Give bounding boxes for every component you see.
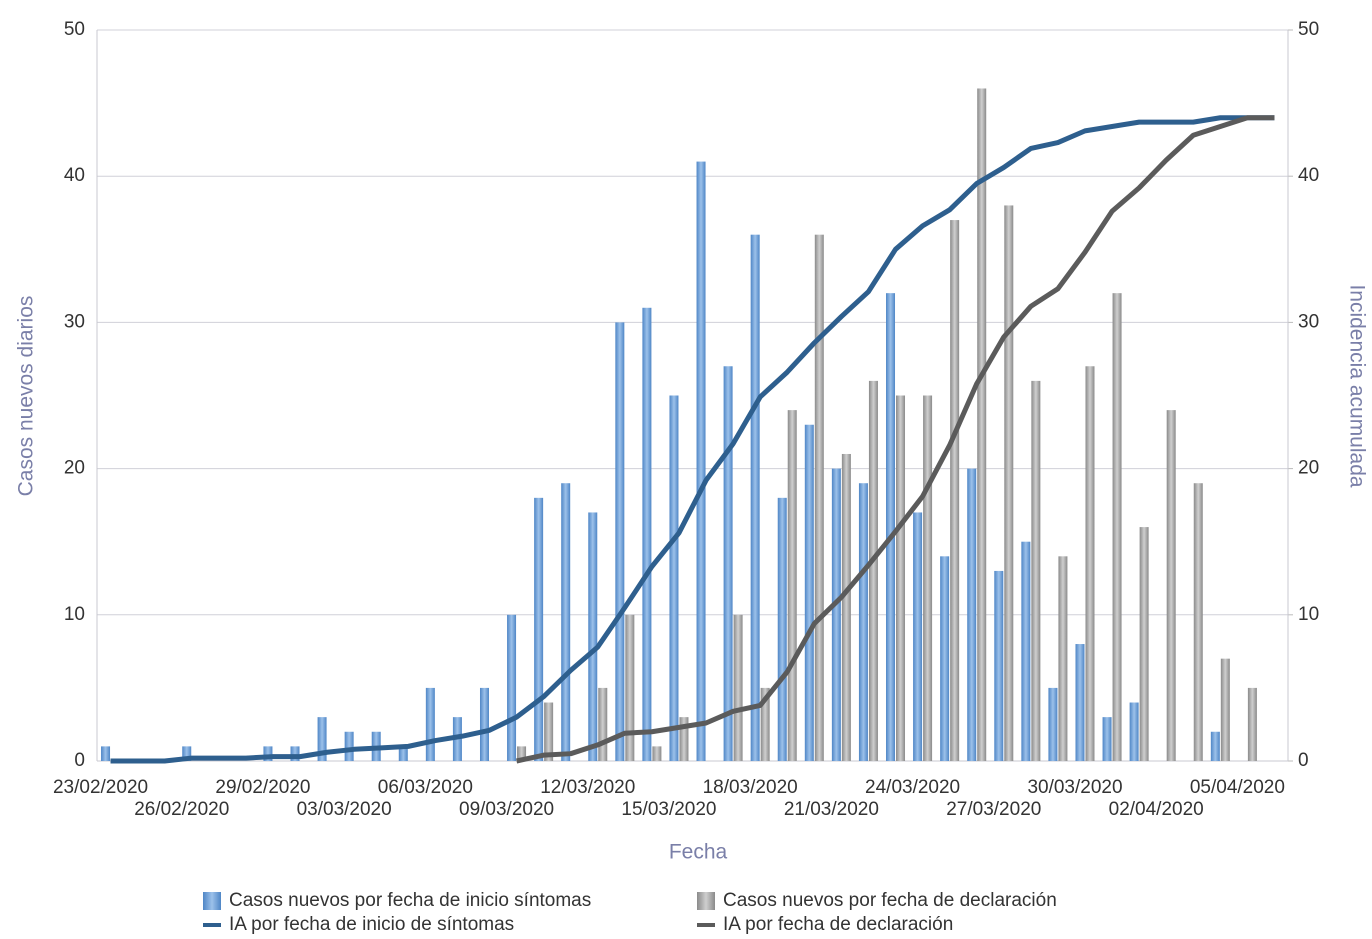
bar bbox=[841, 453, 851, 761]
bar bbox=[1004, 205, 1014, 761]
bar bbox=[1112, 293, 1122, 761]
line bbox=[516, 115, 1275, 764]
bar bbox=[868, 380, 878, 761]
bar bbox=[760, 687, 770, 761]
bar bbox=[1210, 731, 1220, 761]
bar bbox=[967, 468, 977, 761]
bar bbox=[642, 307, 652, 761]
x-axis-title: Fecha bbox=[669, 841, 728, 864]
bar bbox=[994, 570, 1004, 761]
bar bbox=[1075, 644, 1085, 761]
bar bbox=[1102, 717, 1112, 761]
bar bbox=[1129, 702, 1139, 761]
x-tick-label: 29/02/2020 bbox=[215, 777, 310, 798]
bar bbox=[669, 395, 679, 761]
x-tick-label: 15/03/2020 bbox=[621, 799, 716, 820]
x-tick-label: 18/03/2020 bbox=[703, 777, 798, 798]
legend-swatch bbox=[203, 892, 221, 910]
y2-axis-title: Incidencia acumulada bbox=[1345, 284, 1368, 487]
bar bbox=[787, 410, 797, 761]
bar bbox=[1139, 527, 1149, 761]
bar bbox=[425, 687, 435, 761]
y-tick-label: 10 bbox=[64, 604, 85, 625]
bar bbox=[625, 614, 635, 761]
bar bbox=[398, 746, 408, 761]
bar bbox=[950, 220, 960, 761]
bar bbox=[263, 746, 273, 761]
legend-swatch bbox=[697, 892, 715, 910]
bar bbox=[814, 234, 824, 761]
bar bbox=[1021, 541, 1031, 761]
bar bbox=[317, 717, 327, 761]
bar bbox=[534, 497, 544, 761]
x-tick-label: 02/04/2020 bbox=[1109, 799, 1204, 820]
x-tick-label: 30/03/2020 bbox=[1027, 777, 1122, 798]
y2-tick-label: 10 bbox=[1298, 604, 1319, 625]
line bbox=[110, 115, 1275, 764]
x-tick-label: 12/03/2020 bbox=[540, 777, 635, 798]
bar bbox=[598, 687, 608, 761]
bar bbox=[101, 746, 111, 761]
y-tick-label: 30 bbox=[64, 311, 85, 332]
bar bbox=[723, 366, 733, 761]
bar bbox=[1085, 366, 1095, 761]
bar bbox=[544, 702, 554, 761]
y2-tick-label: 40 bbox=[1298, 165, 1319, 186]
x-tick-label: 21/03/2020 bbox=[784, 799, 879, 820]
bar bbox=[886, 293, 896, 761]
bar bbox=[896, 395, 906, 761]
bar bbox=[679, 717, 689, 761]
bar bbox=[479, 687, 489, 761]
bar bbox=[923, 395, 933, 761]
bar bbox=[804, 424, 814, 761]
y2-tick-label: 20 bbox=[1298, 458, 1319, 479]
legend-label: Casos nuevos por fecha de declaración bbox=[723, 890, 1057, 911]
bar bbox=[913, 512, 923, 761]
legend-label: IA por fecha de inicio de síntomas bbox=[229, 914, 514, 935]
bar bbox=[977, 88, 987, 762]
x-tick-label: 03/03/2020 bbox=[297, 799, 392, 820]
bar bbox=[831, 468, 841, 761]
y-axis-title: Casos nuevos diarios bbox=[15, 296, 38, 497]
y-tick-label: 0 bbox=[74, 750, 85, 771]
bar bbox=[652, 746, 662, 761]
x-tick-label: 23/02/2020 bbox=[53, 777, 148, 798]
x-tick-label: 24/03/2020 bbox=[865, 777, 960, 798]
x-tick-label: 27/03/2020 bbox=[946, 799, 1041, 820]
bar bbox=[750, 234, 760, 761]
bar bbox=[507, 614, 517, 761]
bar bbox=[1193, 483, 1203, 761]
y-tick-label: 20 bbox=[64, 458, 85, 479]
bar bbox=[940, 556, 950, 761]
bar bbox=[858, 483, 868, 761]
bar bbox=[777, 497, 787, 761]
bar bbox=[588, 512, 598, 761]
y2-tick-label: 50 bbox=[1298, 19, 1319, 40]
x-tick-label: 26/02/2020 bbox=[134, 799, 229, 820]
bar bbox=[1058, 556, 1068, 761]
bar bbox=[733, 614, 743, 761]
bar bbox=[182, 746, 192, 761]
legend-label: IA por fecha de declaración bbox=[723, 914, 953, 935]
x-tick-label: 05/04/2020 bbox=[1190, 777, 1285, 798]
bar bbox=[696, 161, 706, 761]
bar bbox=[1031, 380, 1041, 761]
y2-tick-label: 0 bbox=[1298, 750, 1309, 771]
y-tick-label: 40 bbox=[64, 165, 85, 186]
bar bbox=[1247, 687, 1257, 761]
y2-tick-label: 30 bbox=[1298, 311, 1319, 332]
bar bbox=[344, 731, 354, 761]
legend-label: Casos nuevos por fecha de inicio síntoma… bbox=[229, 890, 591, 911]
bar bbox=[1048, 687, 1058, 761]
bar bbox=[1220, 658, 1230, 761]
x-tick-label: 09/03/2020 bbox=[459, 799, 554, 820]
bar bbox=[615, 322, 625, 761]
bar bbox=[517, 746, 527, 761]
bar bbox=[1166, 410, 1176, 761]
bar bbox=[561, 483, 571, 761]
y-tick-label: 50 bbox=[64, 19, 85, 40]
bar bbox=[290, 746, 300, 761]
x-tick-label: 06/03/2020 bbox=[378, 777, 473, 798]
